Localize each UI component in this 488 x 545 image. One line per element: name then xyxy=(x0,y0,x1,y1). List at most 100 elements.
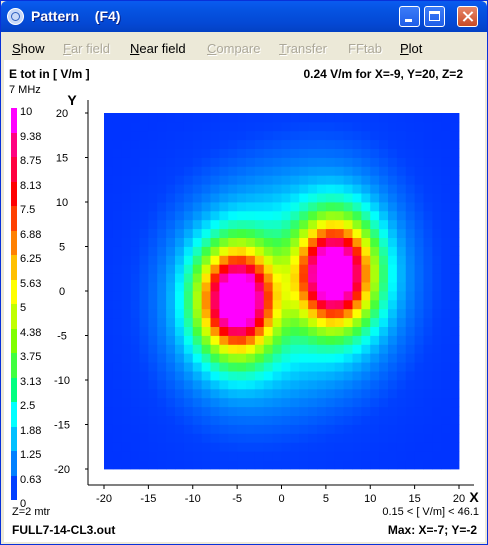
heatmap-cell xyxy=(104,246,114,256)
heatmap-cell xyxy=(317,219,327,230)
heatmap-cell xyxy=(219,415,229,425)
heatmap-cell xyxy=(334,415,345,425)
heatmap-cell xyxy=(432,210,442,221)
heatmap-cell xyxy=(139,255,149,265)
heatmap-cell xyxy=(201,299,211,310)
heatmap-cell xyxy=(201,353,211,363)
menu-plot[interactable]: Plot xyxy=(400,41,423,56)
legend-swatch xyxy=(11,353,17,378)
legend-label: 1.25 xyxy=(20,449,42,461)
heatmap-cell xyxy=(104,219,114,230)
heatmap-cell xyxy=(441,130,451,141)
heatmap-cell xyxy=(441,148,451,158)
menu-transfer[interactable]: Transfer xyxy=(279,41,327,56)
heatmap-cell xyxy=(379,353,389,363)
heatmap-cell xyxy=(166,210,176,221)
heatmap-cell xyxy=(414,362,424,372)
x-tick-label: 0 xyxy=(278,493,284,505)
heatmap-cell xyxy=(405,460,416,470)
heatmap-cell xyxy=(308,299,318,310)
heatmap-cell xyxy=(237,317,247,327)
heatmap-cell xyxy=(441,273,451,283)
heatmap-cell xyxy=(352,219,362,230)
close-button[interactable] xyxy=(457,6,478,27)
heatmap-cell xyxy=(201,406,211,416)
heatmap-cell xyxy=(228,157,238,167)
menu-fftab[interactable]: FFtab xyxy=(348,41,382,56)
heatmap-cell xyxy=(414,193,424,203)
heatmap-cell xyxy=(352,308,362,319)
heatmap-cell xyxy=(423,210,433,221)
heatmap-cell xyxy=(334,282,345,292)
heatmap-cell xyxy=(396,246,407,256)
heatmap-cell xyxy=(379,451,389,461)
heatmap-cell xyxy=(352,282,362,292)
heatmap-cell xyxy=(290,148,300,158)
heatmap-cell xyxy=(281,255,291,265)
heatmap-cell xyxy=(112,397,123,408)
heatmap-cell xyxy=(183,219,194,230)
heatmap-cell xyxy=(139,193,149,203)
heatmap-cell xyxy=(228,121,238,132)
heatmap-cell xyxy=(299,326,309,336)
menu-far-field[interactable]: Far field xyxy=(63,41,110,56)
heatmap-cell xyxy=(246,130,256,141)
heatmap-cell xyxy=(104,157,114,167)
menu-near-field[interactable]: Near field xyxy=(130,41,186,56)
heatmap-cell xyxy=(308,282,318,292)
heatmap-cell xyxy=(370,237,380,247)
legend-swatch xyxy=(11,451,17,476)
heatmap-cell xyxy=(352,460,362,470)
heatmap-cell xyxy=(343,299,353,310)
menu-show[interactable]: Show xyxy=(12,41,45,56)
heatmap-cell xyxy=(361,371,371,381)
app-icon[interactable] xyxy=(7,8,24,25)
heatmap-cell xyxy=(130,415,140,425)
heatmap-cell xyxy=(139,175,149,185)
heatmap-cell xyxy=(317,139,327,149)
heatmap-cell xyxy=(317,353,327,363)
menu-compare[interactable]: Compare xyxy=(207,41,261,56)
heatmap-cell xyxy=(192,193,203,203)
maximize-button[interactable] xyxy=(424,6,445,27)
heatmap-cell xyxy=(228,406,238,416)
heatmap-cell xyxy=(192,353,203,363)
heatmap-cell xyxy=(432,371,442,381)
heatmap-cell xyxy=(281,121,291,132)
heatmap-cell xyxy=(157,113,167,123)
heatmap-cell xyxy=(379,193,389,203)
heatmap-cell xyxy=(450,291,460,301)
heatmap-cell xyxy=(237,202,247,212)
heatmap-cell xyxy=(263,335,274,345)
heatmap-cell xyxy=(352,264,362,274)
heatmap-cell xyxy=(228,424,238,434)
title-bar[interactable]: Pattern (F4) xyxy=(1,1,487,32)
heatmap-cell xyxy=(317,130,327,141)
heatmap-cell xyxy=(148,139,158,149)
heatmap-cell xyxy=(157,308,167,319)
heatmap-cell xyxy=(423,362,433,372)
heatmap-cell xyxy=(183,406,194,416)
heatmap-cell xyxy=(201,335,211,345)
heatmap-cell xyxy=(308,344,318,354)
heatmap-cell xyxy=(237,184,247,194)
heatmap-cell xyxy=(219,362,229,372)
heatmap-cell xyxy=(343,388,353,399)
heatmap-cell xyxy=(317,335,327,345)
heatmap-cell xyxy=(246,433,256,443)
heatmap-cell xyxy=(317,388,327,399)
heatmap-cell xyxy=(210,308,220,319)
heatmap-cell xyxy=(370,388,380,399)
heatmap-cell xyxy=(308,362,318,372)
y-tick-label: -10 xyxy=(54,375,70,387)
heatmap-cell xyxy=(334,184,345,194)
heatmap-cell xyxy=(228,184,238,194)
heatmap-cell xyxy=(370,326,380,336)
heatmap-cell xyxy=(272,193,282,203)
heatmap-cell xyxy=(237,130,247,141)
heatmap-cell xyxy=(139,326,149,336)
heatmap-cell xyxy=(210,210,220,221)
minimize-button[interactable] xyxy=(399,6,420,27)
heatmap-cell xyxy=(175,362,185,372)
